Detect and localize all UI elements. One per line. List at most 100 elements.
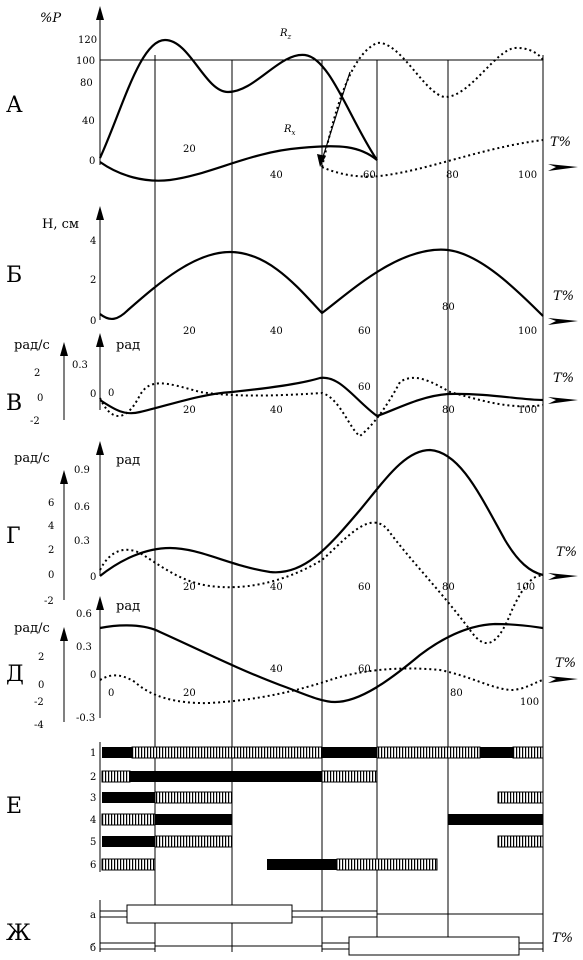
panel-zh: Ж а б T% <box>6 900 573 956</box>
panel-d-right-arrow <box>96 596 104 610</box>
panel-e-row-label: 2 <box>90 772 96 783</box>
panel-v-right-unit: рад <box>116 338 140 353</box>
support-bar-wide <box>348 936 520 956</box>
panel-g-x-label: T% <box>556 545 577 560</box>
support-bar-wide <box>126 904 293 924</box>
panel-b-x-label: T% <box>553 289 574 304</box>
panel-zh-x-label: T% <box>552 931 573 946</box>
panel-g-xtick: 60 <box>358 582 371 593</box>
rz-arrow-head <box>317 154 326 167</box>
panel-g: Г рад/с рад 6 4 2 0 -2 0.9 0.6 0.3 0 20 … <box>6 441 578 644</box>
activity-bar-hatched <box>376 746 481 759</box>
panel-d-left-unit: рад/с <box>14 621 50 636</box>
panel-b-xtick: 100 <box>518 326 537 337</box>
panel-v-xtick: 20 <box>183 405 196 416</box>
panel-b-ytick: 2 <box>90 275 96 286</box>
panel-d-left-arrow <box>60 627 68 641</box>
support-bar-thin <box>518 942 544 950</box>
panel-d-xtick: 40 <box>270 664 283 675</box>
panel-b-letter: Б <box>6 263 22 288</box>
panel-v-xtick: 40 <box>270 405 283 416</box>
panel-b: Б H, см 4 2 0 20 40 60 80 100 T% <box>6 206 578 337</box>
activity-bar-solid <box>322 747 377 758</box>
panel-v-left-unit: рад/с <box>14 338 50 353</box>
panel-a-y-unit: %P <box>40 11 61 26</box>
panel-zh-row-label: а <box>90 910 96 921</box>
panel-g-x-arrow <box>548 573 578 580</box>
panel-a-y-arrow <box>96 6 104 20</box>
panel-g-left-arrow <box>60 470 68 484</box>
panel-e-letter: Е <box>6 794 22 819</box>
panel-v-letter: В <box>6 391 22 416</box>
panel-g-ytick-left: 0 <box>48 570 54 581</box>
activity-bar-hatched <box>154 835 233 848</box>
curve-label-rz: Rz <box>279 28 292 41</box>
panel-a-xtick: 80 <box>446 170 459 181</box>
panel-d-ytick-left: -2 <box>34 697 44 708</box>
panel-g-xtick: 20 <box>183 582 196 593</box>
panel-e-row-label: 5 <box>90 837 96 848</box>
activity-bar-hatched <box>336 858 438 871</box>
panel-g-ytick-left: 2 <box>48 545 54 556</box>
panel-g-angle-curve <box>99 448 544 577</box>
panel-d-xtick: 100 <box>520 697 539 708</box>
panel-zh-letter: Ж <box>6 921 31 946</box>
panel-a-xtick: 60 <box>363 170 376 181</box>
panel-v-ytick-right: 0.3 <box>72 360 88 371</box>
panel-b-xtick: 60 <box>358 326 371 337</box>
panel-d-ytick-right: 0 <box>90 670 96 681</box>
support-bar-thin <box>99 910 128 918</box>
panel-a: А %P 120 100 80 40 0 20 40 60 80 100 T% … <box>6 6 578 182</box>
panel-v-xtick: 0 <box>108 388 114 399</box>
support-bar-thin <box>321 942 350 950</box>
panel-e-row-label: 6 <box>90 860 96 871</box>
panel-v-left-arrow <box>60 342 68 356</box>
panel-g-ytick-right: 0.9 <box>74 465 90 476</box>
activity-bar-hatched <box>497 791 544 804</box>
activity-bar-hatched <box>497 835 544 848</box>
panel-g-ytick-right: 0.3 <box>74 536 90 547</box>
panel-v-angle-curve <box>99 376 544 418</box>
panel-a-ytick: 0 <box>89 156 95 167</box>
activity-bar-solid <box>130 771 322 782</box>
panel-b-x-arrow <box>548 318 578 325</box>
panel-v-x-label: T% <box>553 371 574 386</box>
panel-g-letter: Г <box>6 524 21 549</box>
activity-bar-solid <box>102 747 132 758</box>
panel-d-xtick: 60 <box>358 664 371 675</box>
panel-b-xtick: 40 <box>270 326 283 337</box>
panel-b-height-curve <box>99 248 544 320</box>
activity-bar-hatched <box>131 746 323 759</box>
activity-bar-hatched <box>154 791 233 804</box>
panel-d-x-label: T% <box>555 656 576 671</box>
panel-d-ytick-right: -0.3 <box>76 713 95 724</box>
panel-d-right-unit: рад <box>116 599 140 614</box>
rz-solid-curve <box>98 38 378 161</box>
panel-v-right-arrow <box>96 333 104 347</box>
panel-d-xtick: 20 <box>183 688 196 699</box>
panel-g-ytick-right: 0.6 <box>74 502 90 513</box>
panel-v-xtick: 80 <box>442 405 455 416</box>
panel-g-ytick-left: 4 <box>48 521 54 532</box>
panel-e-row-label: 1 <box>90 748 96 759</box>
panel-g-right-arrow <box>96 441 104 455</box>
panel-a-ytick: 80 <box>80 78 93 89</box>
panel-a-x-arrow <box>548 164 578 171</box>
panel-d-ytick-left: 0 <box>38 680 44 691</box>
panel-d-angle-curve <box>99 622 544 704</box>
panel-d-velocity-curve <box>99 667 544 705</box>
panel-g-right-unit: рад <box>116 453 140 468</box>
activity-bar-solid <box>267 859 337 870</box>
panel-v-xtick: 60 <box>358 382 371 393</box>
panel-b-ytick: 4 <box>90 236 96 247</box>
panel-a-xtick: 40 <box>270 170 283 181</box>
panel-b-ytick: 0 <box>90 316 96 327</box>
panel-a-ytick: 40 <box>82 116 95 127</box>
rz-arrow-line <box>321 71 351 161</box>
panel-b-y-unit: H, см <box>42 217 79 232</box>
panel-d-letter: Д <box>6 662 24 687</box>
panel-g-velocity-curve <box>99 521 544 644</box>
activity-bar-solid <box>448 814 543 825</box>
activity-bar-solid <box>102 792 155 803</box>
